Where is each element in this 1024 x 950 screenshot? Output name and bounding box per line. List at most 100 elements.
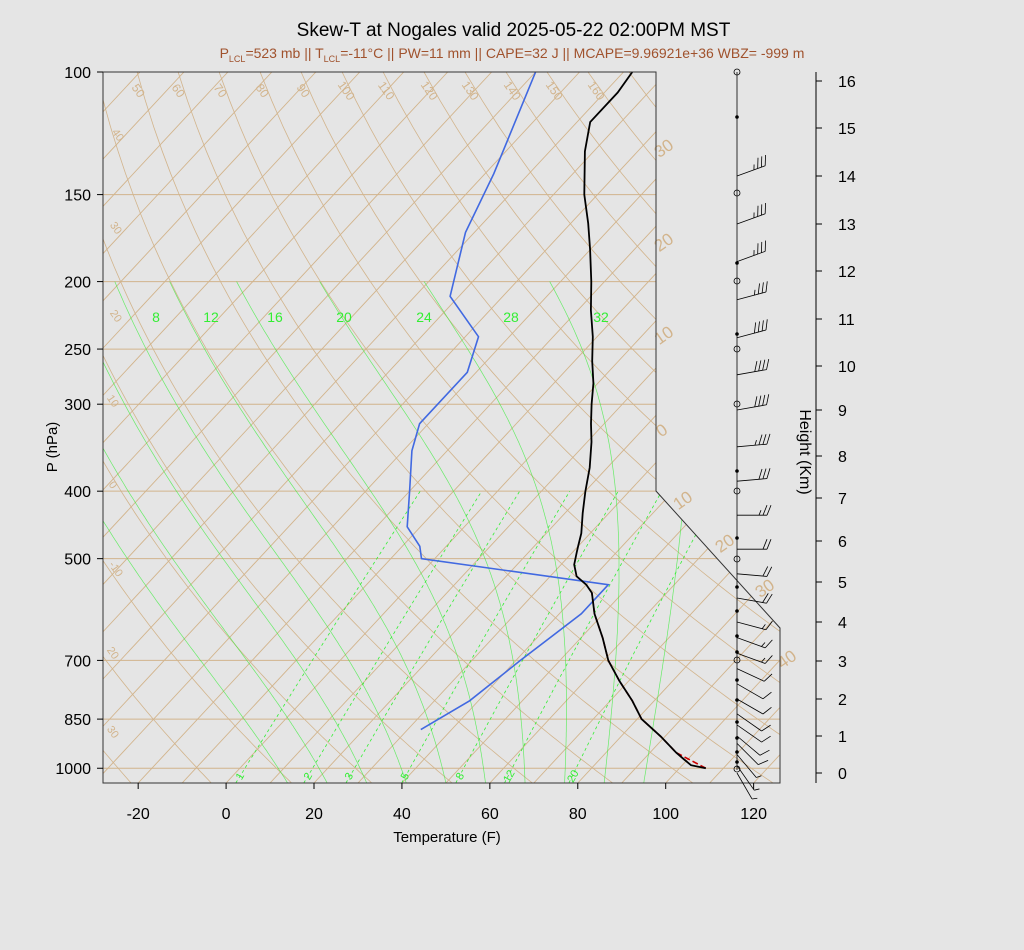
wind-dot bbox=[735, 536, 739, 540]
wind-barb-flag bbox=[757, 283, 760, 295]
isotherm-right-label: 30 bbox=[651, 135, 677, 161]
wind-circle bbox=[733, 345, 741, 353]
wind-barb-flag bbox=[766, 394, 770, 405]
wind-dot bbox=[735, 750, 739, 754]
dry-adiabat bbox=[218, 72, 780, 783]
height-tick-label: 3 bbox=[838, 654, 847, 671]
moist-adiabat bbox=[103, 281, 368, 783]
wind-dot bbox=[735, 261, 739, 265]
isotherm-top-label: 50 bbox=[129, 81, 148, 100]
isotherm-top-label: 140 bbox=[501, 78, 524, 103]
isotherm-right-label: 0 bbox=[653, 420, 672, 441]
x-tick-label: 60 bbox=[481, 806, 499, 823]
wind-barb-flag bbox=[758, 360, 762, 372]
isotherm-top-label: 130 bbox=[459, 78, 482, 103]
dry-adiabat bbox=[103, 72, 373, 783]
wind-barb-flag bbox=[766, 566, 773, 577]
isotherm-right-label: 20 bbox=[712, 530, 738, 556]
wind-barb-flag bbox=[766, 593, 773, 604]
dry-adiabat bbox=[136, 72, 694, 783]
isotherm-line bbox=[103, 72, 712, 783]
wind-barb bbox=[736, 404, 767, 411]
dry-adiabat bbox=[177, 72, 774, 783]
wind-barb-flag bbox=[754, 396, 758, 407]
wind-barb-flag bbox=[762, 566, 769, 577]
height-tick-label: 8 bbox=[838, 449, 847, 466]
y-tick-label: 200 bbox=[64, 275, 91, 292]
x-tick-label: 80 bbox=[569, 806, 587, 823]
sounding-profiles bbox=[406, 72, 707, 770]
mixing-ratio-line bbox=[568, 491, 720, 783]
wind-barb-flag bbox=[765, 319, 768, 331]
temperature-profile bbox=[573, 72, 706, 770]
isotherm-line bbox=[103, 72, 624, 783]
wind-barb-flag bbox=[765, 281, 768, 293]
mixing-ratio-line bbox=[345, 490, 521, 783]
wind-barb-flag bbox=[762, 707, 772, 715]
dry-adiabat bbox=[103, 72, 613, 783]
wind-barb-half bbox=[751, 797, 758, 800]
dry-adiabat bbox=[103, 72, 292, 783]
height-axis-label: Height (Km) bbox=[796, 409, 813, 494]
isotherm-line bbox=[753, 72, 780, 783]
wind-barb-flag bbox=[759, 749, 770, 756]
y-tick-label: 850 bbox=[64, 712, 91, 729]
height-tick-label: 13 bbox=[838, 217, 856, 234]
dry-adiabat bbox=[103, 72, 453, 783]
wind-circle bbox=[733, 555, 741, 563]
dry-adiabat bbox=[259, 72, 780, 783]
dewpoint-profile bbox=[406, 72, 610, 731]
isotherm-line bbox=[103, 72, 405, 783]
isotherm-top-label: 90 bbox=[294, 81, 313, 100]
wind-barb-flag bbox=[762, 539, 768, 550]
isotherm-line bbox=[401, 72, 780, 783]
wind-barb-flag bbox=[766, 358, 770, 370]
wind-barb-flag bbox=[762, 593, 769, 603]
wind-barb bbox=[736, 698, 764, 715]
mixing-ratio-bottom-label: 1 bbox=[234, 771, 247, 782]
isotherm-right-label: 30 bbox=[752, 575, 778, 601]
parcel-profile bbox=[591, 592, 707, 769]
adiabat-left-label: 10 bbox=[104, 393, 121, 410]
wind-barb-half bbox=[754, 439, 757, 446]
wind-barb-flag bbox=[762, 468, 767, 480]
dry-adiabat bbox=[751, 72, 780, 783]
height-tick-label: 12 bbox=[838, 264, 856, 281]
isotherm-line bbox=[103, 72, 668, 783]
mixing-ratio-line bbox=[235, 490, 421, 783]
subtitle-t-lcl: =-11°C || PW=11 mm || CAPE=32 J || MCAPE… bbox=[340, 45, 805, 61]
isotherm-line bbox=[225, 72, 780, 783]
wind-barb-half bbox=[761, 657, 766, 663]
x-tick-label: 40 bbox=[393, 806, 411, 823]
moist-adiabat-top-label: 32 bbox=[593, 309, 609, 325]
isotherm-line bbox=[798, 72, 1024, 783]
wind-barb-flag bbox=[754, 361, 758, 372]
wind-barb-flag bbox=[761, 282, 764, 294]
wind-barb bbox=[736, 754, 757, 778]
isotherm-top-label: 70 bbox=[211, 81, 230, 100]
wind-barb bbox=[736, 369, 767, 376]
isotherm-line bbox=[103, 72, 185, 783]
wind-barb-flag bbox=[762, 394, 766, 406]
mixing-ratio-line bbox=[303, 490, 483, 783]
wind-barb-flag bbox=[766, 433, 771, 445]
isotherm-line bbox=[103, 72, 141, 783]
x-tick-label: 20 bbox=[305, 806, 323, 823]
mixing-ratio-bottom-label: 8 bbox=[454, 771, 467, 782]
adiabat-left-label: 20 bbox=[104, 645, 121, 662]
subtitle-t-letter: T bbox=[315, 45, 324, 61]
y-tick-label: 150 bbox=[64, 188, 91, 205]
wind-barb bbox=[736, 329, 767, 339]
height-tick-label: 0 bbox=[838, 766, 847, 783]
dry-adiabat bbox=[341, 72, 780, 783]
wind-barb bbox=[736, 443, 767, 448]
wind-barb bbox=[736, 291, 767, 301]
wind-barb bbox=[736, 637, 766, 649]
wind-barb-flag bbox=[753, 322, 757, 334]
isotherm-line bbox=[0, 72, 8, 783]
wind-dot bbox=[735, 678, 739, 682]
isotherm-line bbox=[103, 72, 229, 783]
adiabat-left-label: 20 bbox=[107, 308, 124, 325]
